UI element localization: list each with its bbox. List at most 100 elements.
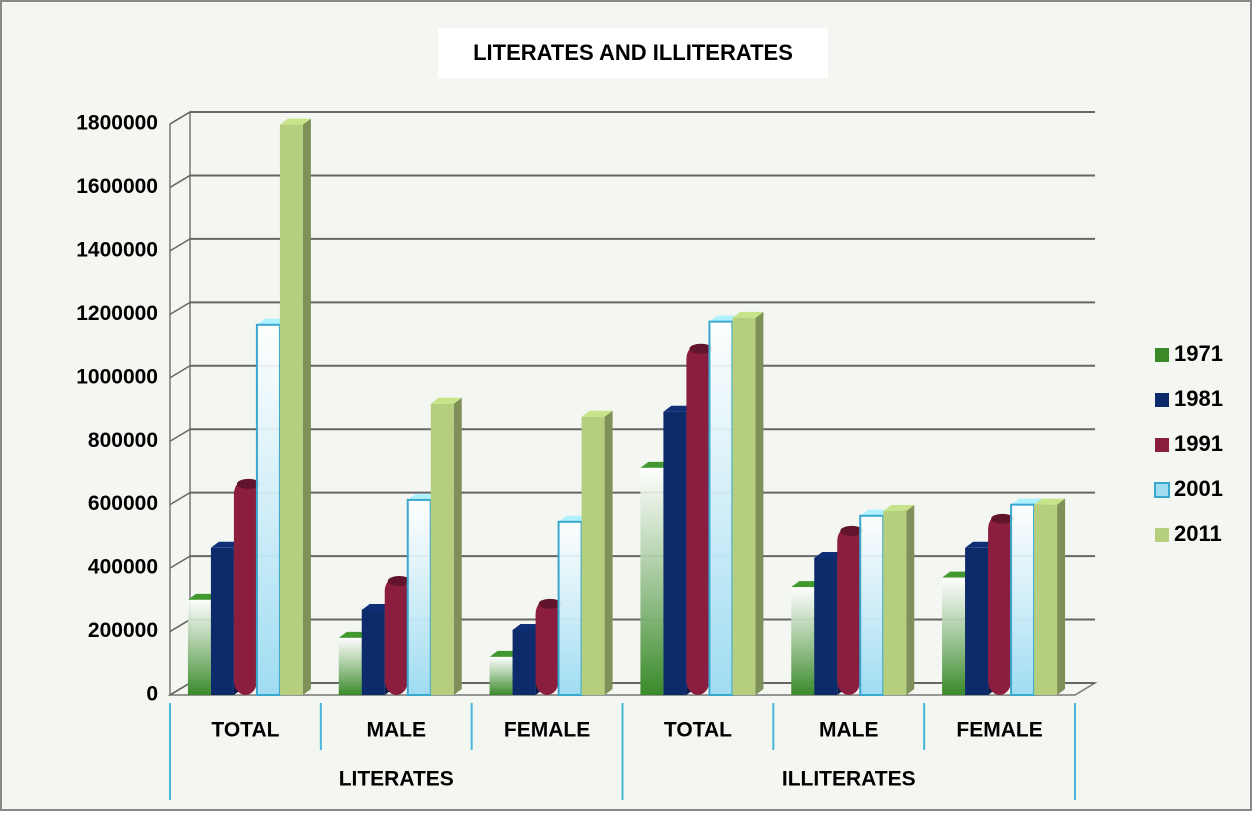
x-tick-label: FEMALE (956, 719, 1042, 742)
bar-front (883, 511, 907, 695)
bar-top (840, 525, 864, 536)
bar-front (210, 547, 234, 695)
y-tick-label: 200000 (88, 619, 158, 642)
bar (233, 478, 260, 695)
grid-line-side (169, 492, 191, 506)
bar-top (883, 505, 915, 512)
y-tick-label: 400000 (88, 556, 158, 579)
legend-swatch (1155, 348, 1169, 362)
bar-front (535, 599, 559, 695)
y-tick-label: 0 (146, 683, 158, 706)
x-tick-label: MALE (819, 719, 879, 742)
grid-line-side (169, 428, 191, 442)
bar-top (991, 513, 1015, 524)
x-tick-label: FEMALE (504, 719, 590, 742)
y-tick-label: 1200000 (76, 302, 158, 325)
bar-front (384, 576, 408, 695)
bar-front (686, 344, 710, 695)
bar-side (1057, 498, 1066, 695)
legend-label: 1981 (1174, 386, 1223, 411)
bar-front (732, 317, 756, 695)
bar-front (512, 629, 536, 695)
bar-front (361, 609, 385, 695)
grid-line-side (169, 365, 191, 379)
y-tick-label: 1600000 (76, 175, 158, 198)
legend-label: 2011 (1174, 521, 1222, 546)
y-tick-label: 800000 (88, 429, 158, 452)
bar-front (1034, 504, 1058, 695)
bar-side (755, 311, 764, 695)
bar-front (557, 520, 583, 697)
grid-line-side (169, 111, 191, 125)
grid-line-side (169, 618, 191, 633)
bar-side (453, 397, 462, 695)
bar-front (663, 411, 687, 695)
bar-front (791, 587, 815, 695)
bar-front (581, 416, 605, 695)
bar (535, 598, 562, 695)
bar-front (279, 124, 303, 695)
bar-top (387, 575, 411, 586)
bar-top (236, 478, 260, 489)
bar (384, 575, 411, 695)
grid-line-side (169, 238, 191, 252)
y-tick-label: 600000 (88, 492, 158, 515)
bar-side (906, 505, 915, 695)
bar-front (859, 514, 885, 697)
bar-front (255, 323, 281, 696)
bar-front (430, 403, 454, 695)
y-tick-label: 1400000 (76, 238, 158, 261)
bar-top (581, 410, 613, 417)
x-tick-label: MALE (367, 719, 427, 742)
legend-label: 1971 (1174, 341, 1223, 366)
bar (430, 397, 462, 695)
grid-line-side (169, 301, 191, 315)
bar-front (233, 479, 257, 695)
bar-front (1010, 503, 1036, 696)
bar-top (1011, 498, 1043, 505)
bar (686, 343, 713, 695)
bar (1034, 498, 1066, 695)
title-box (438, 28, 828, 78)
bar (988, 513, 1015, 695)
grid-line-side (169, 174, 191, 189)
bar (883, 505, 915, 695)
bar (581, 410, 613, 695)
bar-side (302, 118, 311, 695)
bar (732, 311, 764, 695)
x-tick-label: TOTAL (664, 719, 732, 742)
bar (279, 118, 311, 695)
grid-line-side (169, 682, 191, 696)
grid-line-side (169, 555, 191, 569)
bar-front (489, 656, 513, 695)
bar-top (689, 343, 713, 354)
legend-label: 1991 (1174, 431, 1223, 456)
bar-front (965, 547, 989, 695)
bar-front (814, 557, 838, 695)
legend-swatch (1155, 438, 1169, 452)
group-label: LITERATES (339, 768, 454, 791)
bar-front (187, 599, 211, 695)
legend-swatch (1155, 393, 1169, 407)
bar-top (279, 118, 311, 125)
bar-top (430, 397, 462, 404)
bar-front (406, 498, 432, 696)
y-tick-label: 1800000 (76, 112, 158, 135)
y-tick-label: 1000000 (76, 365, 158, 388)
bar-side (604, 410, 613, 695)
bar-front (708, 320, 734, 696)
x-tick-label: TOTAL (211, 719, 279, 742)
legend-swatch (1154, 482, 1170, 498)
legend-label: 2001 (1174, 476, 1223, 501)
bar-front (942, 577, 966, 695)
legend-swatch (1155, 528, 1169, 542)
bar-front (837, 526, 861, 695)
chart-title: LITERATES AND ILLITERATES (473, 40, 793, 65)
bar-front (640, 467, 664, 695)
bar-front (338, 637, 362, 695)
bar-top (1034, 498, 1066, 505)
bar (837, 525, 864, 695)
